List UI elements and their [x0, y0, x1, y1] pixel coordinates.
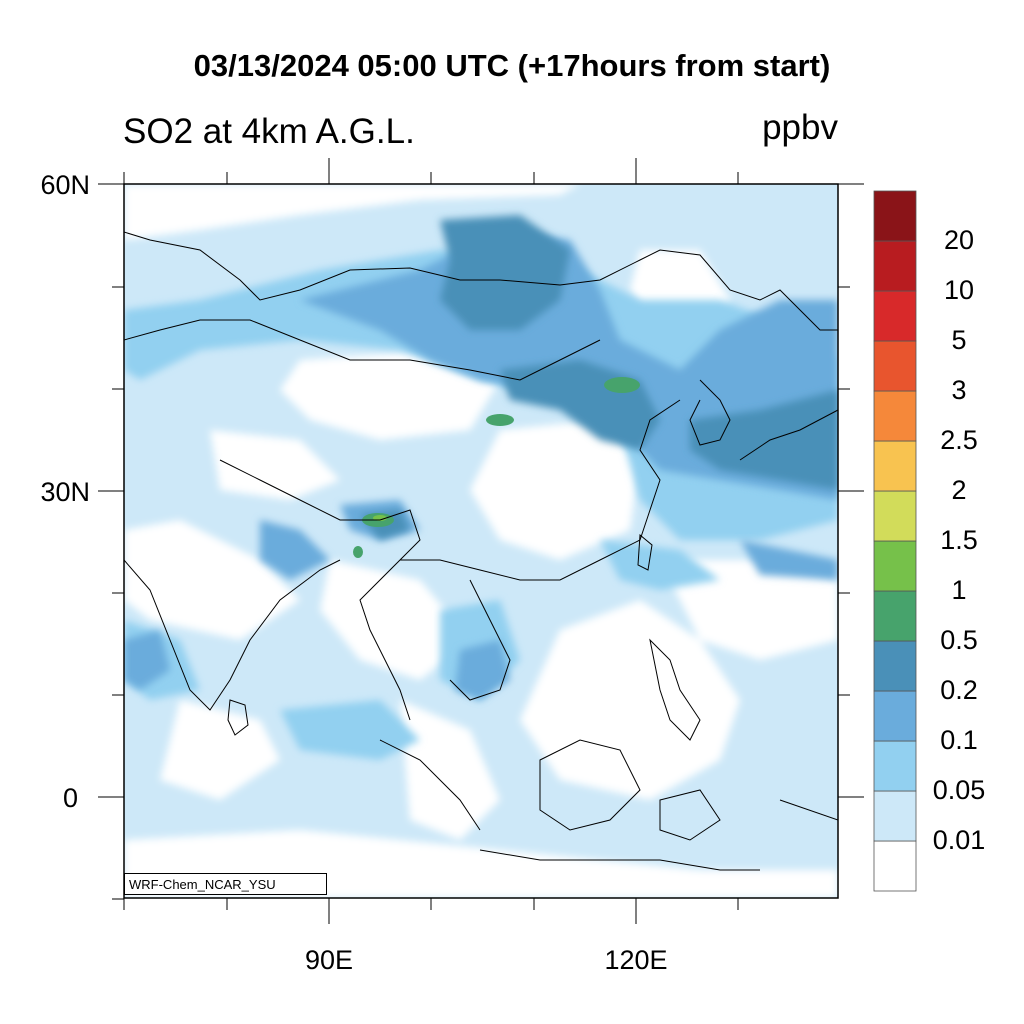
lat-label-60n: 60N — [40, 170, 90, 200]
colorbar-swatch — [873, 640, 917, 692]
colorbar-level-label: 0.2 — [940, 675, 978, 705]
colorbar-level-label: 0.01 — [932, 825, 986, 855]
units-label: ppbv — [762, 108, 838, 147]
colorbar-swatch — [873, 240, 917, 292]
model-credit-label: WRF-Chem_NCAR_YSU — [124, 873, 327, 895]
colorbar-swatch — [873, 290, 917, 342]
colorbar-swatch — [873, 690, 917, 742]
so2-field — [124, 184, 838, 898]
colorbar-level-label: 1 — [951, 575, 967, 605]
colorbar-level-label: 0.1 — [940, 725, 978, 755]
colorbar-level-label: 3 — [951, 375, 967, 405]
colorbar-swatch — [873, 190, 917, 242]
colorbar-swatch — [873, 790, 917, 842]
colorbar-level-label: 0.5 — [940, 625, 978, 655]
colorbar-level-label: 0.05 — [932, 775, 986, 805]
colorbar — [873, 190, 917, 892]
lon-label-120e: 120E — [604, 945, 668, 975]
axis-ticks — [98, 158, 864, 924]
plot-title: 03/13/2024 05:00 UTC (+17hours from star… — [193, 48, 831, 83]
colorbar-swatch — [873, 740, 917, 792]
variable-label: SO2 at 4km A.G.L. — [123, 112, 415, 151]
colorbar-swatch — [873, 540, 917, 592]
colorbar-swatch — [873, 390, 917, 442]
colorbar-level-label: 20 — [943, 225, 975, 255]
colorbar-level-label: 5 — [951, 325, 967, 355]
colorbar-level-label: 2.5 — [940, 425, 978, 455]
colorbar-swatch — [873, 440, 917, 492]
lat-label-0: 0 — [62, 783, 78, 813]
colorbar-swatch — [873, 840, 917, 892]
colorbar-swatch — [873, 590, 917, 642]
colorbar-level-label: 10 — [943, 275, 975, 305]
lat-label-30n: 30N — [40, 477, 90, 507]
coastlines-borders — [124, 231, 838, 871]
lon-label-90e: 90E — [304, 945, 354, 975]
map-frame — [123, 183, 839, 899]
colorbar-level-label: 2 — [951, 475, 967, 505]
colorbar-swatch — [873, 340, 917, 392]
colorbar-level-label: 1.5 — [940, 525, 978, 555]
colorbar-swatch — [873, 490, 917, 542]
